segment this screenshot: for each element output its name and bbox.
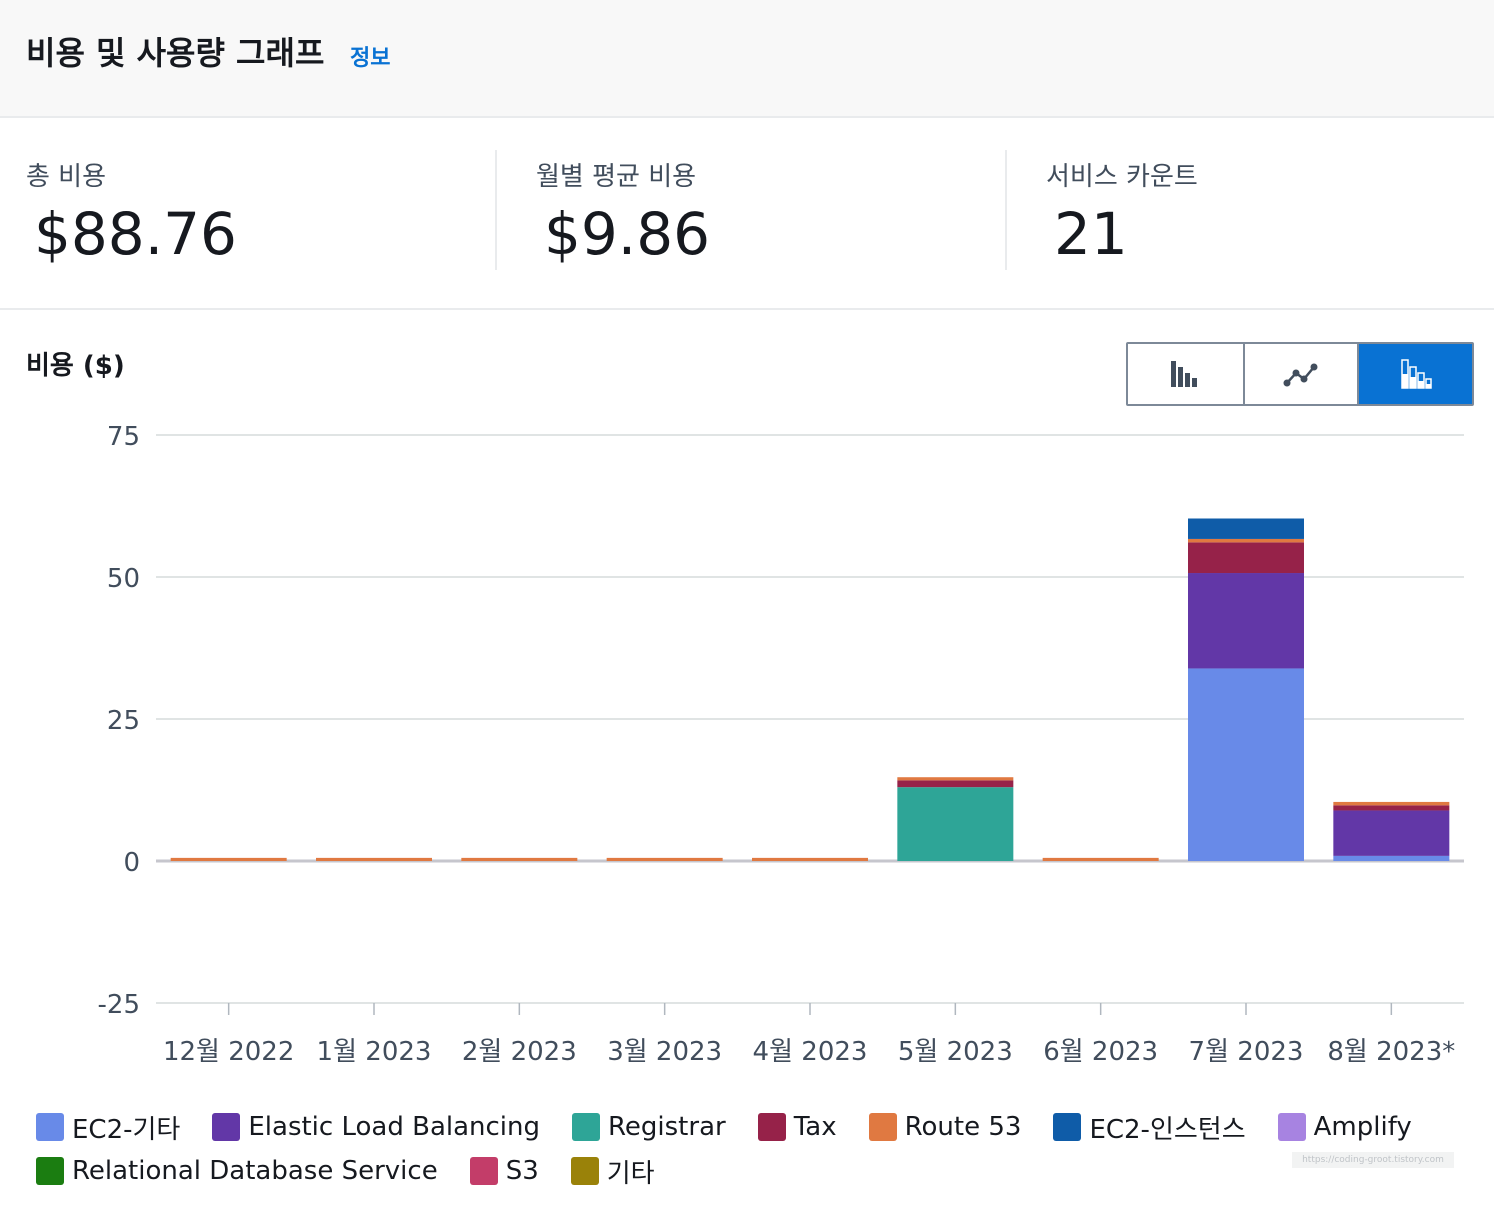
legend-swatch bbox=[570, 1157, 599, 1185]
legend-label: Relational Database Service bbox=[72, 1156, 438, 1186]
x-tick-label: 1월 2023 bbox=[317, 1037, 432, 1067]
watermark: https://coding-groot.tistory.com bbox=[1292, 1152, 1454, 1168]
bar-chart-icon bbox=[1171, 361, 1198, 387]
y-tick-label: 0 bbox=[123, 848, 140, 878]
stacked-bar-chart-view-button[interactable] bbox=[1357, 344, 1472, 404]
bar-segment bbox=[1333, 805, 1450, 811]
x-tick-label: 6월 2023 bbox=[1043, 1037, 1158, 1067]
bar-segment bbox=[1333, 810, 1450, 856]
legend-swatch bbox=[469, 1157, 498, 1185]
y-tick-label: 50 bbox=[107, 564, 140, 594]
bar-segment bbox=[170, 857, 287, 861]
legend-swatch bbox=[212, 1113, 241, 1141]
header: 비용 및 사용량 그래프 정보 bbox=[0, 0, 1494, 118]
bar-segment bbox=[1188, 542, 1304, 574]
service-count-metric: 서비스 카운트 21 bbox=[1046, 150, 1466, 270]
bar-segment bbox=[1333, 855, 1450, 861]
legend-swatch bbox=[1277, 1113, 1306, 1141]
total-cost-value: $88.76 bbox=[34, 200, 237, 268]
metric-divider bbox=[1005, 150, 1007, 270]
bar-segment bbox=[752, 857, 868, 861]
cost-summary: 총 비용 $88.76 월별 평균 비용 $9.86 서비스 카운트 21 bbox=[0, 120, 1494, 310]
legend-swatch bbox=[36, 1157, 64, 1185]
bar-segment bbox=[1188, 573, 1304, 669]
service-count-label: 서비스 카운트 bbox=[1046, 162, 1198, 192]
legend-item[interactable]: Amplify bbox=[1277, 1112, 1412, 1142]
legend-label: Amplify bbox=[1313, 1112, 1412, 1142]
x-tick-label: 2월 2023 bbox=[462, 1037, 577, 1067]
bar-segment bbox=[897, 780, 1014, 788]
legend-item[interactable]: EC2-기타 bbox=[36, 1109, 180, 1146]
bar-segment bbox=[1333, 801, 1450, 806]
chart-legend: EC2-기타 Elastic Load Balancing Registrar Tax… bbox=[36, 1105, 1456, 1193]
bar-segment bbox=[897, 777, 1014, 781]
y-tick-label: 25 bbox=[107, 706, 140, 736]
legend-label: EC2-기타 bbox=[72, 1114, 181, 1145]
bar-segment bbox=[606, 857, 723, 861]
bar-segment bbox=[1188, 538, 1304, 543]
x-tick-label: 8월 2023* bbox=[1327, 1037, 1455, 1067]
chart-title: 비용 ($) bbox=[26, 351, 125, 381]
line-chart-icon bbox=[1283, 363, 1318, 387]
y-tick-label: 75 bbox=[107, 422, 140, 452]
legend-item[interactable]: Tax bbox=[757, 1112, 837, 1142]
legend-item[interactable]: Route 53 bbox=[868, 1112, 1022, 1142]
bar-segment bbox=[897, 787, 1014, 861]
legend-swatch bbox=[36, 1113, 64, 1141]
legend-swatch bbox=[757, 1113, 786, 1141]
bar-segment bbox=[1188, 518, 1304, 539]
legend-item[interactable]: S3 bbox=[469, 1156, 539, 1186]
service-count-value: 21 bbox=[1054, 200, 1128, 268]
line-chart-view-button[interactable] bbox=[1242, 344, 1358, 404]
x-tick-label: 7월 2023 bbox=[1189, 1037, 1304, 1067]
legend-item[interactable]: Elastic Load Balancing bbox=[212, 1112, 540, 1142]
bar-segment bbox=[1042, 857, 1159, 861]
total-cost-label: 총 비용 bbox=[26, 162, 107, 192]
y-tick-label: -25 bbox=[98, 990, 140, 1020]
legend-label: EC2-인스턴스 bbox=[1089, 1114, 1246, 1145]
legend-label: Tax bbox=[793, 1112, 837, 1142]
x-tick-label: 3월 2023 bbox=[607, 1037, 722, 1067]
monthly-average-value: $9.86 bbox=[544, 200, 711, 268]
legend-item[interactable]: 기타 bbox=[570, 1153, 655, 1190]
x-tick-label: 12월 2022 bbox=[163, 1037, 294, 1067]
monthly-average-label: 월별 평균 비용 bbox=[536, 162, 697, 192]
monthly-average-metric: 월별 평균 비용 $9.86 bbox=[536, 150, 996, 270]
legend-item[interactable]: EC2-인스턴스 bbox=[1053, 1109, 1246, 1146]
metric-divider bbox=[495, 150, 497, 270]
total-cost-metric: 총 비용 $88.76 bbox=[26, 150, 486, 270]
page-title: 비용 및 사용량 그래프 bbox=[26, 34, 325, 72]
info-link[interactable]: 정보 bbox=[350, 46, 391, 71]
legend-label: 기타 bbox=[606, 1158, 655, 1189]
legend-row: Relational Database Service S3 기타 bbox=[36, 1149, 1456, 1193]
legend-swatch bbox=[1053, 1113, 1082, 1141]
legend-item[interactable]: Relational Database Service bbox=[36, 1156, 438, 1186]
legend-label: Route 53 bbox=[904, 1112, 1022, 1142]
legend-item[interactable]: Registrar bbox=[572, 1112, 726, 1142]
legend-label: S3 bbox=[505, 1156, 539, 1186]
legend-swatch bbox=[572, 1113, 601, 1141]
legend-label: Elastic Load Balancing bbox=[248, 1112, 541, 1142]
legend-row: EC2-기타 Elastic Load Balancing Registrar Tax… bbox=[36, 1105, 1456, 1149]
bar-chart-view-button[interactable] bbox=[1128, 344, 1243, 404]
x-tick-label: 5월 2023 bbox=[898, 1037, 1013, 1067]
bar-segment bbox=[316, 857, 432, 861]
bar-segment bbox=[461, 857, 578, 861]
stacked-bar-chart: 75 50 25 0 -25 12월 2022 1월 2023 2월 2023 3월 2023 4… bbox=[98, 422, 1464, 1067]
bar-segment bbox=[1188, 668, 1304, 861]
chart-type-toggle bbox=[1126, 342, 1474, 406]
stacked-bar-chart-icon bbox=[1400, 359, 1432, 389]
legend-label: Registrar bbox=[608, 1112, 726, 1142]
legend-swatch bbox=[868, 1113, 897, 1141]
x-tick-label: 4월 2023 bbox=[753, 1037, 868, 1067]
